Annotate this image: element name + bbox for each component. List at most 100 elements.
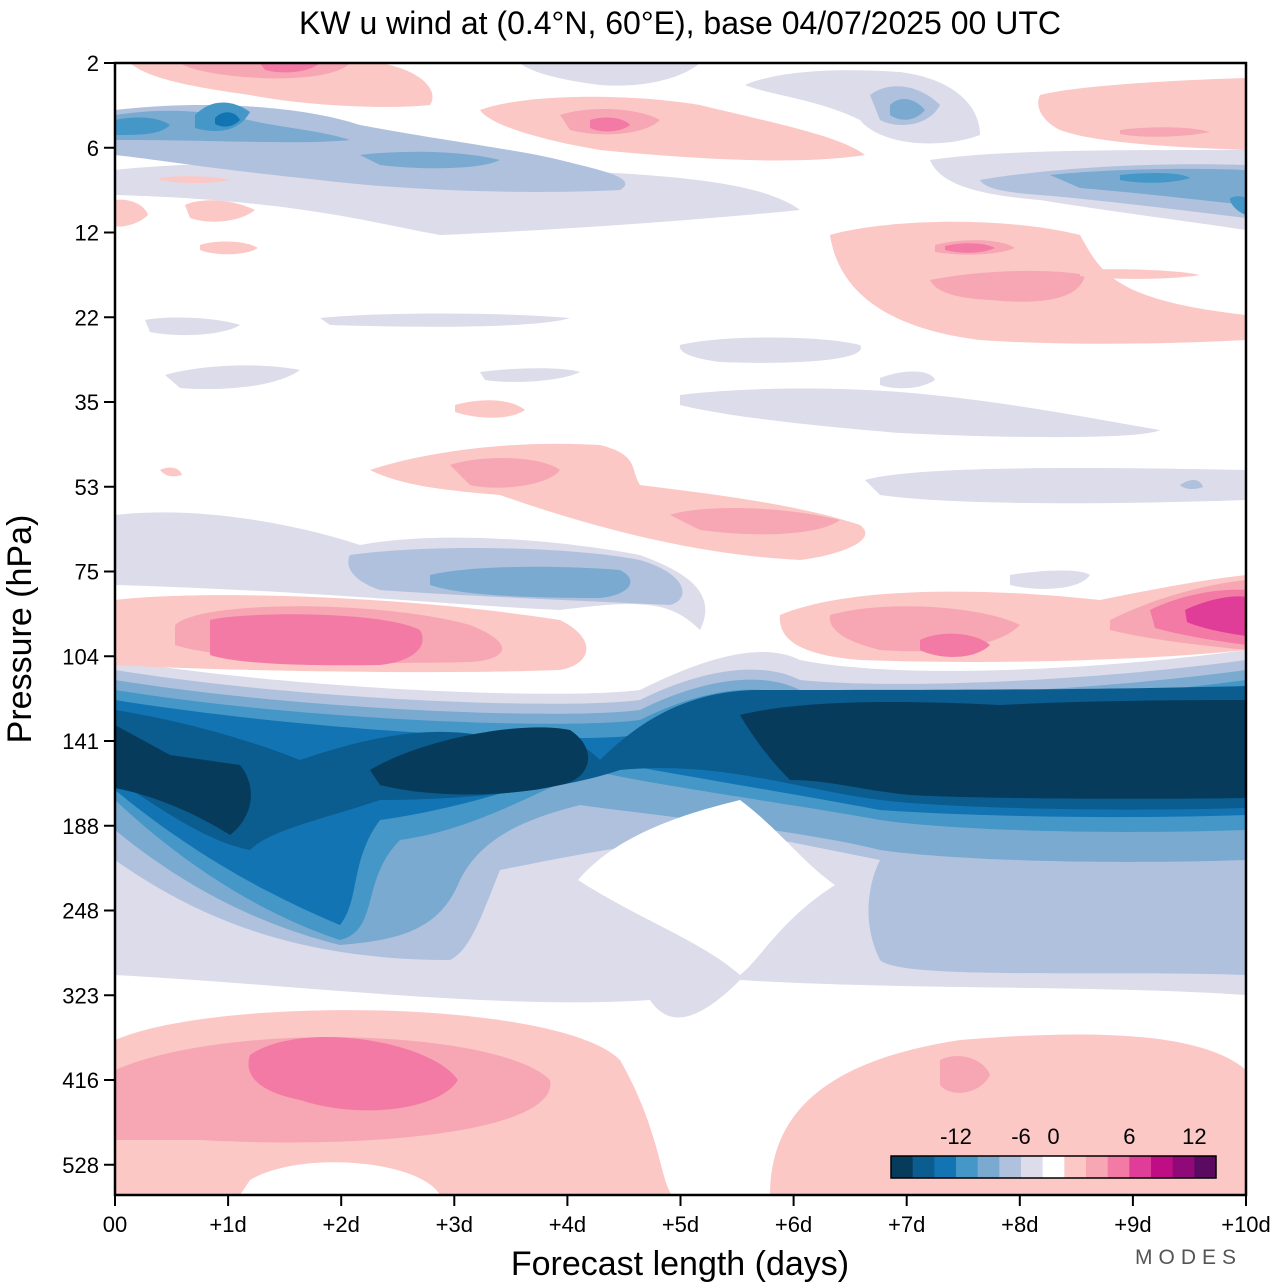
contour-region xyxy=(930,270,1085,302)
y-axis-label: Pressure (hPa) xyxy=(1,515,39,744)
contour-region xyxy=(745,70,980,144)
contour-region xyxy=(480,368,580,382)
y-tick-label: 75 xyxy=(75,560,99,585)
contour-region xyxy=(370,727,589,795)
x-tick-label: +6d xyxy=(775,1212,812,1237)
y-tick-label: 528 xyxy=(62,1153,99,1178)
contour-region xyxy=(940,1055,990,1093)
x-tick-label: +5d xyxy=(662,1212,699,1237)
contour-region xyxy=(1050,168,1246,205)
y-tick-label: 104 xyxy=(62,644,99,669)
colorbar-swatch xyxy=(1194,1156,1217,1178)
contour-region xyxy=(890,98,925,120)
contour-region xyxy=(455,400,525,418)
contour-region xyxy=(185,200,255,222)
contour-region xyxy=(115,725,251,835)
chart-title: KW u wind at (0.4°N, 60°E), base 04/07/2… xyxy=(299,5,1061,41)
x-tick-label: +7d xyxy=(888,1212,925,1237)
colorbar-tick-label: 12 xyxy=(1182,1124,1206,1149)
contour-region xyxy=(240,1162,440,1195)
colorbar-tick-label: 6 xyxy=(1123,1124,1135,1149)
contour-region xyxy=(210,614,423,666)
contour-region xyxy=(260,63,320,73)
contour-region xyxy=(165,365,300,390)
y-tick-label: 12 xyxy=(75,221,99,246)
contour-region xyxy=(1185,596,1246,636)
x-tick-label: 00 xyxy=(103,1212,127,1237)
contour-region xyxy=(130,63,433,107)
y-tick-label: 35 xyxy=(75,390,99,415)
contour-region xyxy=(1120,127,1210,137)
x-tick-label: +9d xyxy=(1114,1212,1151,1237)
contour-region xyxy=(1120,173,1190,183)
colorbar-swatch xyxy=(1021,1156,1044,1178)
x-axis: 00 +1d +2d +3d +4d +5d +6d +7d +8d +9d +10d xyxy=(103,1195,1271,1237)
contour-region xyxy=(880,371,935,389)
contour-region xyxy=(865,468,1246,504)
contour-region xyxy=(740,700,1246,799)
contour-region xyxy=(115,162,800,235)
y-tick-label: 188 xyxy=(62,814,99,839)
colorbar-swatch xyxy=(934,1156,957,1178)
contour-region xyxy=(1010,570,1090,589)
y-axis: 2 6 12 22 35 53 75 104 141 188 248 323 416 528 xyxy=(62,51,115,1178)
y-tick-label: 141 xyxy=(62,729,99,754)
modes-logo-text: MODES xyxy=(1135,1246,1243,1269)
x-tick-label: +3d xyxy=(436,1212,473,1237)
colorbar: -12 -6 0 6 12 xyxy=(890,1124,1217,1179)
contour-fields xyxy=(115,63,1246,1195)
colorbar-swatch xyxy=(999,1156,1022,1178)
plot-area xyxy=(115,63,1246,1195)
x-axis-label: Forecast length (days) xyxy=(511,1245,849,1283)
contour-region xyxy=(920,633,990,657)
contour-region xyxy=(670,508,840,535)
contour-region xyxy=(115,199,148,227)
contour-region xyxy=(1180,479,1203,490)
contour-region xyxy=(115,117,170,135)
contour-region xyxy=(145,317,240,336)
colorbar-tick-label: -6 xyxy=(1011,1124,1031,1149)
colorbar-swatch xyxy=(1064,1156,1087,1178)
colorbar-swatch xyxy=(1107,1156,1130,1178)
colorbar-swatch xyxy=(891,1156,914,1178)
contour-region xyxy=(520,63,700,86)
contour-region xyxy=(200,241,258,255)
y-tick-label: 416 xyxy=(62,1068,99,1093)
colorbar-swatch xyxy=(1042,1156,1065,1178)
colorbar-swatch xyxy=(912,1156,935,1178)
colorbar-tick-label: -12 xyxy=(940,1124,972,1149)
colorbar-frame xyxy=(890,1155,1217,1179)
contour-region xyxy=(430,566,631,598)
contour-region xyxy=(1080,269,1200,279)
y-tick-label: 248 xyxy=(62,899,99,924)
contour-region xyxy=(360,151,500,169)
x-tick-label: +1d xyxy=(209,1212,246,1237)
contour-region xyxy=(679,337,861,363)
x-tick-label: +2d xyxy=(323,1212,360,1237)
contour-region xyxy=(770,1034,1246,1195)
colorbar-tick-label: 0 xyxy=(1047,1124,1059,1149)
y-tick-label: 22 xyxy=(75,305,99,330)
contour-region xyxy=(215,112,240,127)
contour-region xyxy=(320,313,570,327)
contour-region xyxy=(680,388,1160,438)
contour-region xyxy=(945,243,995,253)
colorbar-swatch xyxy=(1151,1156,1174,1178)
contour-region xyxy=(160,467,182,477)
contour-region xyxy=(248,1036,458,1111)
colorbar-swatch xyxy=(1172,1156,1195,1178)
y-tick-label: 53 xyxy=(75,475,99,500)
contour-region xyxy=(590,117,630,132)
x-tick-label: +8d xyxy=(1001,1212,1038,1237)
colorbar-swatch xyxy=(1086,1156,1109,1178)
contour-region xyxy=(450,458,560,488)
x-tick-label: +10d xyxy=(1221,1212,1271,1237)
y-tick-label: 323 xyxy=(62,983,99,1008)
colorbar-swatch xyxy=(956,1156,979,1178)
y-tick-label: 2 xyxy=(87,51,99,76)
contour-region xyxy=(578,800,835,975)
x-tick-label: +4d xyxy=(549,1212,586,1237)
contour-region xyxy=(1230,196,1246,215)
y-tick-label: 6 xyxy=(87,136,99,161)
